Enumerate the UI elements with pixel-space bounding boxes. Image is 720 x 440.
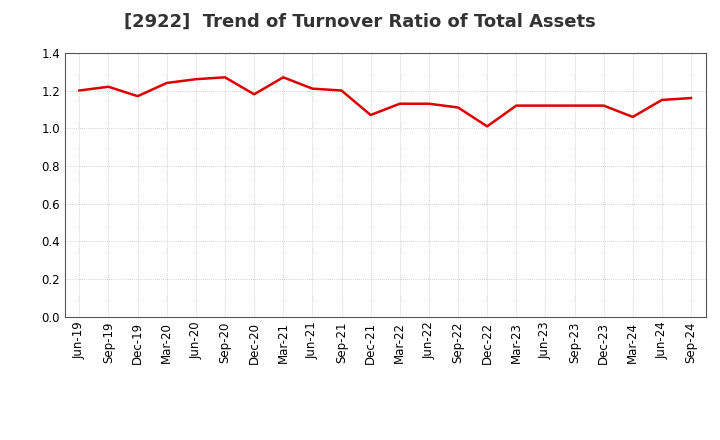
Text: [2922]  Trend of Turnover Ratio of Total Assets: [2922] Trend of Turnover Ratio of Total … xyxy=(124,13,596,31)
